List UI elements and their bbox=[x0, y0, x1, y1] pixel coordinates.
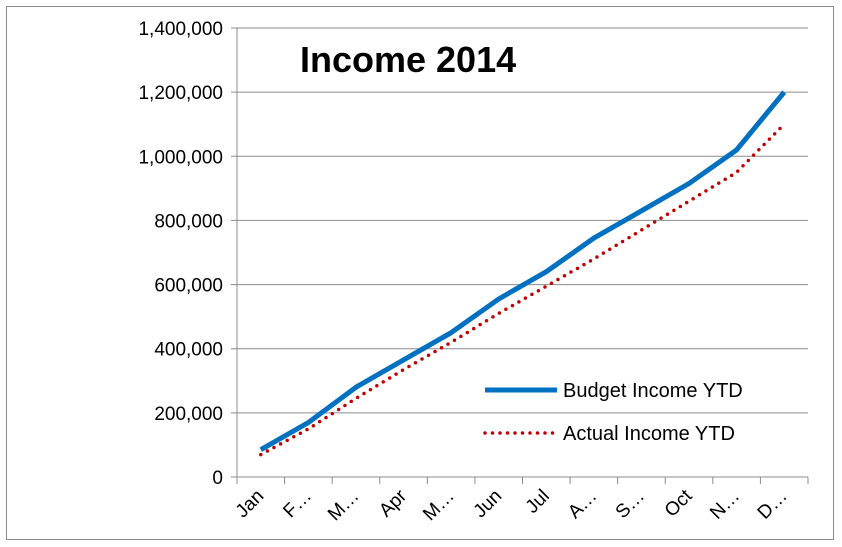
y-tick-label: 400,000 bbox=[154, 340, 223, 361]
series-lines bbox=[259, 90, 787, 457]
x-tick-label: Apr bbox=[375, 485, 411, 521]
y-tick-label: 600,000 bbox=[154, 276, 223, 297]
x-tick-label: D… bbox=[754, 486, 792, 524]
legend: Budget Income YTD Actual Income YTD bbox=[483, 380, 743, 445]
x-tick-label: S… bbox=[612, 486, 649, 523]
legend-label: Actual Income YTD bbox=[563, 423, 735, 445]
y-tick-label: 1,400,000 bbox=[138, 19, 223, 40]
x-tick-label: A… bbox=[564, 486, 601, 523]
chart-frame bbox=[6, 6, 834, 540]
x-tick-label: Jun bbox=[470, 486, 507, 523]
y-tick-label: 0 bbox=[212, 468, 223, 489]
gridlines bbox=[231, 27, 808, 478]
x-tick-label: Jul bbox=[522, 486, 554, 518]
y-tick-label: 1,200,000 bbox=[138, 83, 223, 104]
x-tick-label: Jan bbox=[232, 486, 269, 523]
x-tick-label: M… bbox=[324, 486, 363, 525]
x-tick-label: M… bbox=[419, 486, 458, 525]
y-axis: 0 200,000 400,000 600,000 800,000 1,000,000 1,… bbox=[138, 19, 238, 489]
x-tick-label: F… bbox=[279, 486, 315, 522]
chart-title: Income 2014 bbox=[300, 39, 516, 80]
budget-income-line bbox=[259, 90, 787, 452]
y-tick-label: 800,000 bbox=[154, 211, 223, 232]
x-axis: Jan F… M… Apr M… Jun Jul A… S… Oct N… D… bbox=[232, 477, 809, 525]
legend-label: Budget Income YTD bbox=[563, 380, 743, 402]
x-tick-label: N… bbox=[706, 486, 744, 524]
x-tick-label: Oct bbox=[661, 485, 697, 521]
y-tick-label: 1,000,000 bbox=[138, 147, 223, 168]
y-tick-label: 200,000 bbox=[154, 404, 223, 425]
